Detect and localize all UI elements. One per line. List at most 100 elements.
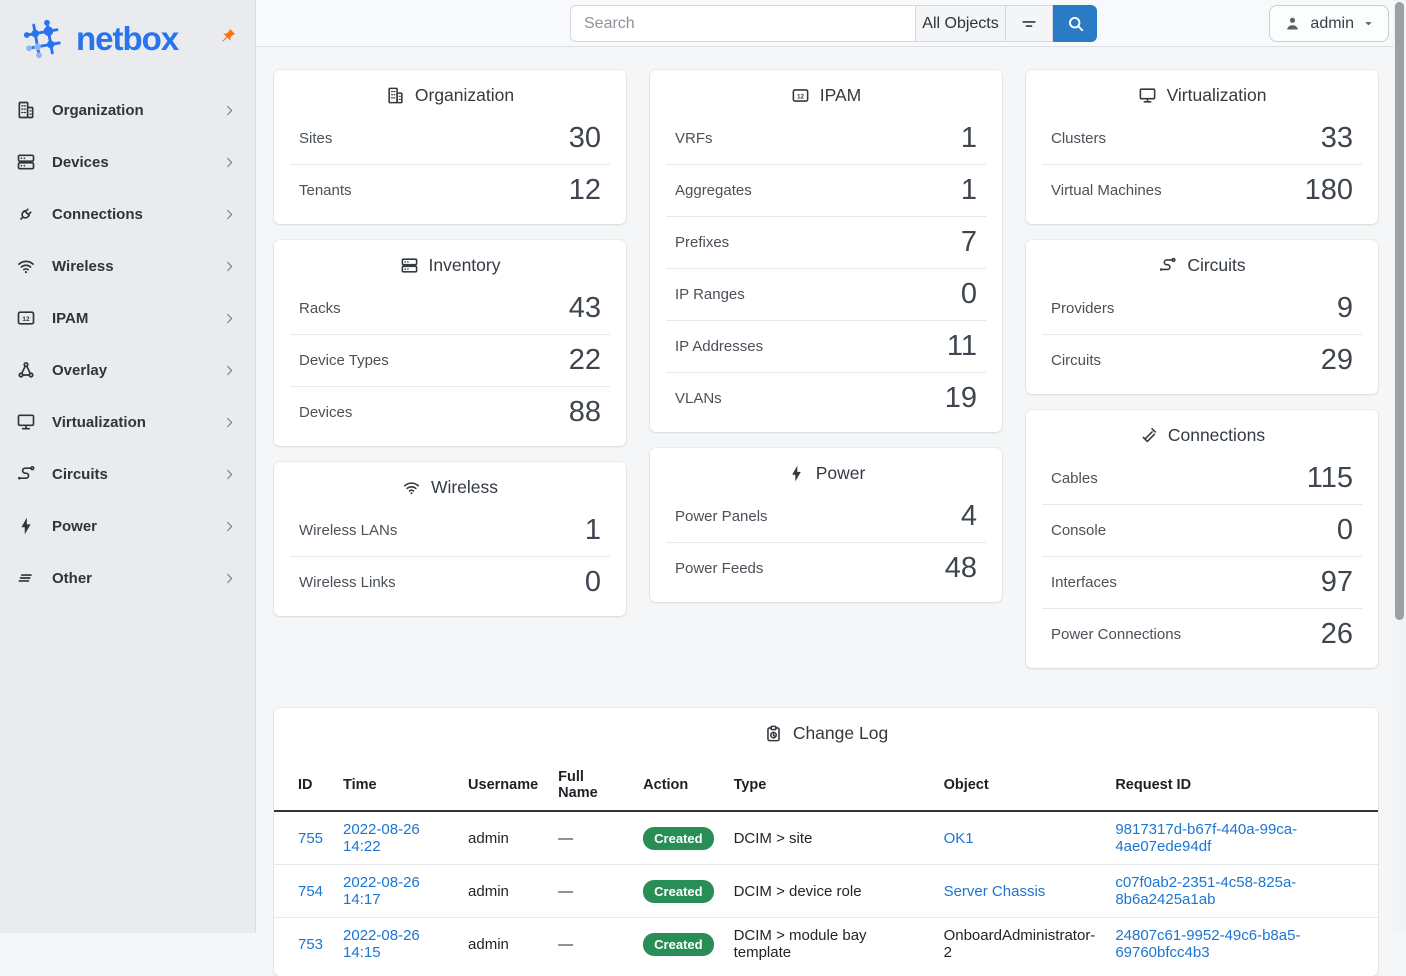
cell-id: 754 (274, 864, 334, 918)
cell-full-name: — (548, 811, 634, 865)
stat-label: Wireless LANs (299, 521, 398, 539)
stat-row-power-panels[interactable]: Power Panels 4 (666, 490, 986, 542)
object-link[interactable]: Server Chassis (943, 882, 1046, 900)
sidebar-item-circuits[interactable]: Circuits (0, 448, 255, 500)
change-id-link[interactable]: 754 (298, 882, 324, 900)
stat-label: VRFs (675, 129, 713, 147)
stat-label: Wireless Links (299, 574, 396, 591)
brand[interactable]: netbox (0, 0, 255, 74)
chevron-right-icon (222, 311, 237, 326)
column-header-type: Type (723, 760, 934, 812)
sidebar-item-connections[interactable]: Connections (0, 188, 255, 240)
cell-id: 755 (274, 811, 334, 865)
stat-row-interfaces[interactable]: Interfaces 97 (1042, 556, 1362, 608)
sidebar-item-other[interactable]: Other (0, 552, 255, 604)
scrollbar-thumb[interactable] (1395, 2, 1404, 620)
search-input[interactable] (570, 5, 915, 42)
action-badge: Created (643, 826, 714, 850)
stat-row-sites[interactable]: Sites 30 (290, 112, 610, 164)
stat-row-ip-addresses[interactable]: IP Addresses 11 (666, 320, 986, 372)
stat-value: 180 (1304, 174, 1353, 206)
column-header-object: Object (933, 760, 1106, 812)
change-time-link[interactable]: 2022-08-26 14:22 (343, 821, 420, 855)
stat-row-ip-ranges[interactable]: IP Ranges 0 (666, 268, 986, 320)
chevron-right-icon (222, 363, 237, 378)
sidebar-item-organization[interactable]: Organization (0, 84, 255, 136)
stat-row-wireless-lans[interactable]: Wireless LANs 1 (290, 504, 610, 556)
sidebar-item-virtualization[interactable]: Virtualization (0, 396, 255, 448)
svg-text:12: 12 (797, 93, 805, 100)
sidebar-item-wireless[interactable]: Wireless (0, 240, 255, 292)
stat-row-aggregates[interactable]: Aggregates 1 (666, 164, 986, 216)
request-id-link[interactable]: 24807c61-9952-49c6-b8a5-69760bfcc4b3 (1115, 927, 1301, 961)
stat-row-prefixes[interactable]: Prefixes 7 (666, 216, 986, 268)
column-header-id: ID (274, 760, 334, 812)
scrollbar-track[interactable] (1393, 0, 1406, 933)
stat-row-racks[interactable]: Racks 43 (290, 282, 610, 334)
change-id-link[interactable]: 753 (298, 935, 324, 953)
stat-row-tenants[interactable]: Tenants 12 (290, 164, 610, 216)
cell-username: admin (458, 864, 549, 918)
pin-icon[interactable] (219, 27, 237, 45)
stat-value: 0 (584, 566, 601, 598)
request-id-link[interactable]: c07f0ab2-2351-4c58-825a-8b6a2425a1ab (1115, 874, 1297, 908)
filter-button[interactable] (1006, 5, 1053, 42)
card-title: Inventory (274, 240, 626, 280)
stat-rows: VRFs 1 Aggregates 1 Prefixes 7 IP Ranges 0 IP Ad… (650, 110, 1002, 432)
cell-time: 2022-08-26 14:22 (333, 811, 459, 865)
stat-value: 30 (568, 121, 601, 154)
filter-icon (1019, 14, 1039, 34)
sidebar-item-power[interactable]: Power (0, 500, 255, 552)
card-title: Wireless (274, 462, 626, 502)
stat-value: 1 (960, 174, 977, 206)
stat-row-devices[interactable]: Devices 88 (290, 386, 610, 438)
stat-row-clusters[interactable]: Clusters 33 (1042, 112, 1362, 164)
column-header-full-name: Full Name (548, 760, 634, 812)
stat-row-cables[interactable]: Cables 115 (1042, 452, 1362, 504)
stat-row-device-types[interactable]: Device Types 22 (290, 334, 610, 386)
sidebar-item-label: Devices (52, 153, 109, 171)
cell-time: 2022-08-26 14:15 (333, 918, 458, 971)
ipam-icon: 12 (16, 308, 52, 328)
stat-label: Providers (1051, 299, 1115, 317)
stat-value: 1 (960, 121, 977, 154)
lines-icon (16, 568, 52, 588)
stat-row-vrfs[interactable]: VRFs 1 (666, 112, 986, 164)
stat-row-power-connections[interactable]: Power Connections 26 (1042, 608, 1362, 660)
stat-label: IP Ranges (675, 286, 745, 303)
chevron-right-icon (222, 207, 237, 222)
card-title-text: Power (815, 463, 866, 483)
chevron-right-icon (222, 103, 237, 118)
change-time-link[interactable]: 2022-08-26 14:15 (343, 927, 420, 961)
search-submit-button[interactable] (1053, 5, 1097, 42)
stat-value: 97 (1320, 566, 1353, 598)
stat-row-wireless-links[interactable]: Wireless Links 0 (290, 556, 610, 608)
cell-request-id: 24807c61-9952-49c6-b8a5-69760bfcc4b3 (1105, 918, 1378, 971)
stat-row-circuits[interactable]: Circuits 29 (1042, 334, 1362, 386)
sidebar-item-label: Circuits (52, 465, 108, 483)
sidebar-item-devices[interactable]: Devices (0, 136, 255, 188)
search-scope-button[interactable]: All Objects (915, 5, 1006, 42)
request-id-link[interactable]: 9817317d-b67f-440a-99ca-4ae07ede94df (1115, 821, 1298, 855)
stat-row-power-feeds[interactable]: Power Feeds 48 (666, 542, 986, 594)
object-link[interactable]: OK1 (943, 829, 974, 847)
cell-request-id: 9817317d-b67f-440a-99ca-4ae07ede94df (1105, 811, 1378, 865)
stat-value: 22 (568, 344, 601, 376)
sidebar-item-label: Other (52, 569, 93, 587)
stat-row-vlans[interactable]: VLANs 19 (666, 372, 986, 424)
stat-row-virtual-machines[interactable]: Virtual Machines 180 (1042, 164, 1362, 216)
stat-row-console[interactable]: Console 0 (1042, 504, 1362, 556)
dashboard-column: Virtualization Clusters 33 Virtual Machines… (1026, 70, 1378, 668)
stat-label: IP Addresses (675, 338, 764, 355)
card-title: Connections (1026, 410, 1378, 450)
sidebar-item-ipam[interactable]: 12 IPAM (0, 292, 255, 344)
change-time-link[interactable]: 2022-08-26 14:17 (343, 874, 420, 908)
clipboard-clock-icon (764, 724, 783, 743)
stat-value: 26 (1320, 618, 1353, 650)
stat-value: 0 (1336, 514, 1353, 546)
stat-row-providers[interactable]: Providers 9 (1042, 282, 1362, 334)
user-menu-button[interactable]: admin (1269, 5, 1389, 42)
sidebar-item-overlay[interactable]: Overlay (0, 344, 255, 396)
wifi-icon (402, 478, 421, 497)
change-id-link[interactable]: 755 (298, 829, 324, 847)
